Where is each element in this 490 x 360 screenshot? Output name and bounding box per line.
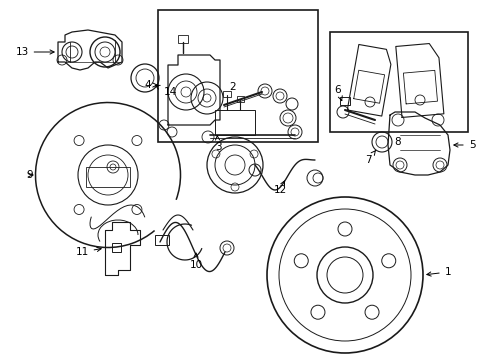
Text: 1: 1 (427, 267, 451, 277)
Bar (237, 96, 244, 102)
Text: 10: 10 (190, 253, 202, 270)
Text: 14: 14 (155, 85, 176, 97)
Text: 8: 8 (394, 137, 401, 147)
Text: 2: 2 (230, 82, 236, 92)
Bar (223, 91, 231, 97)
Bar (215, 110, 255, 135)
Text: 5: 5 (454, 140, 475, 150)
Text: 7: 7 (365, 150, 376, 165)
Text: 13: 13 (15, 47, 54, 57)
Bar (178, 35, 188, 43)
Text: 4: 4 (145, 80, 157, 90)
Bar (155, 235, 169, 245)
Bar (86, 167, 130, 187)
Text: 3: 3 (215, 136, 221, 152)
Text: 9: 9 (26, 170, 33, 180)
Bar (158, 10, 318, 142)
Bar (112, 243, 121, 252)
Text: 12: 12 (273, 181, 287, 195)
Bar (340, 97, 350, 105)
Text: 6: 6 (335, 85, 342, 101)
Bar (330, 32, 468, 132)
Text: 11: 11 (75, 247, 101, 257)
